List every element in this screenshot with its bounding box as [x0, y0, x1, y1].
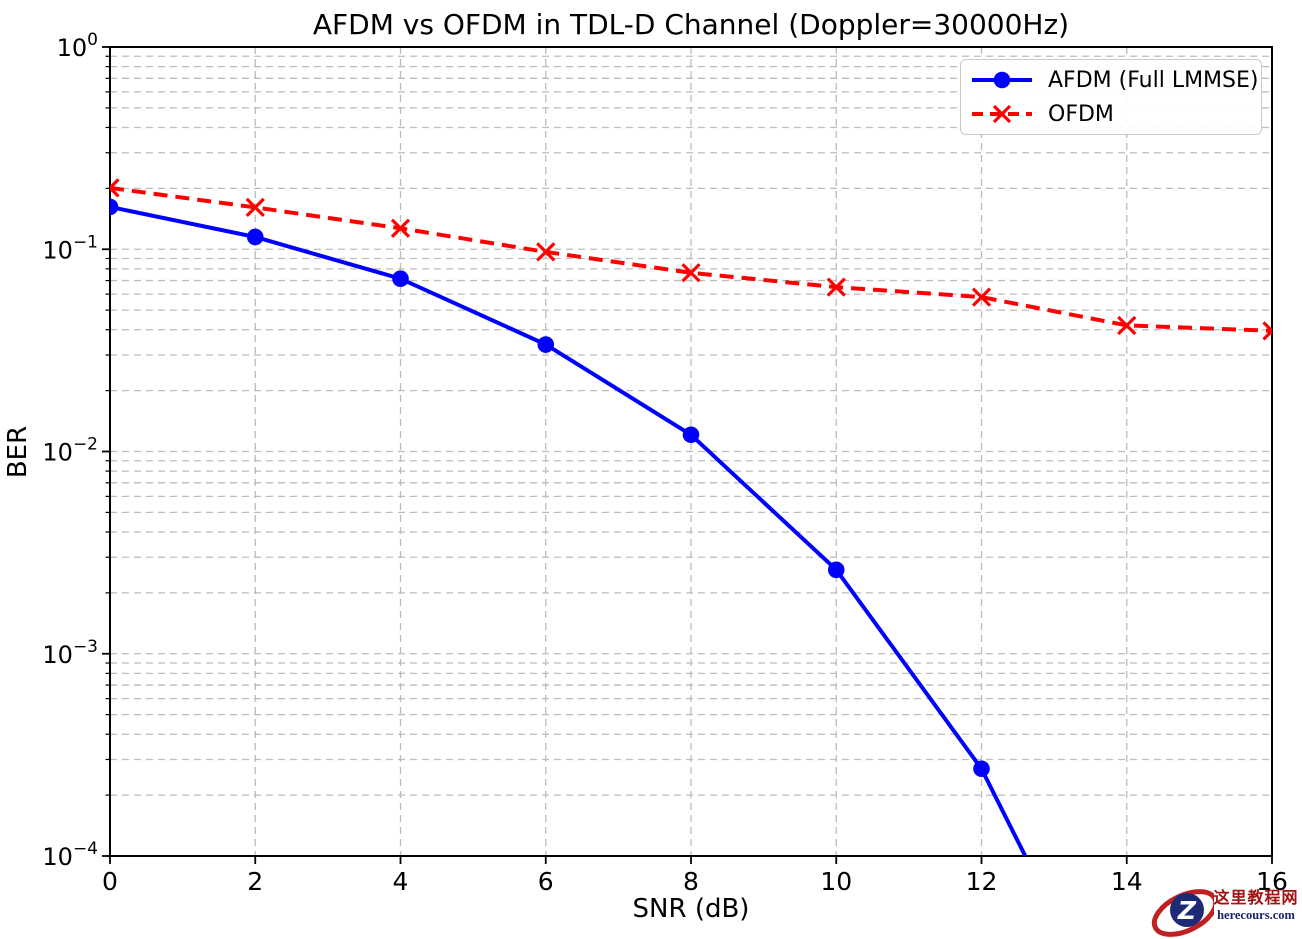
grid-lines	[109, 46, 1273, 857]
legend-line-circle-sample	[972, 71, 1032, 89]
x-tick-label: 2	[247, 867, 263, 896]
axis-ticks: 0 2 4 6 8 10 12 14 16 100 10−1 10−2 10−3 10−4	[42, 30, 1288, 896]
y-tick-label: 10−4	[42, 839, 98, 871]
y-tick-label: 10−3	[42, 637, 98, 669]
circle-marker	[827, 561, 845, 579]
x-marker	[1117, 315, 1137, 336]
watermark-letter: Z	[1177, 896, 1197, 925]
legend-sample-x	[992, 104, 1012, 124]
watermark-texts: 这里教程网 herecours.com	[1210, 887, 1302, 923]
x-tick-label: 14	[1111, 867, 1143, 896]
series-line	[110, 185, 1272, 333]
x-marker	[110, 178, 120, 191]
x-marker	[1262, 321, 1272, 334]
x-marker	[826, 277, 846, 297]
x-marker	[536, 242, 556, 262]
y-tick-label: 10−2	[42, 435, 98, 467]
x-tick-label: 16	[1256, 867, 1288, 896]
legend-item-afdm: AFDM (Full LMMSE)	[970, 63, 1261, 97]
x-tick-label: 6	[538, 867, 554, 896]
legend-label-afdm: AFDM (Full LMMSE)	[1048, 67, 1259, 93]
legend-sample-circle	[993, 71, 1011, 89]
x-tick-label: 12	[966, 867, 998, 896]
circle-marker	[246, 228, 264, 246]
watermark-logo: Z	[1151, 889, 1214, 937]
x-marker	[1262, 328, 1272, 341]
x-tick-label: 10	[820, 867, 852, 896]
x-tick-label: 8	[683, 867, 699, 896]
legend-dashed-x-sample	[972, 104, 1032, 124]
watermark-site-name: 这里教程网	[1213, 888, 1299, 907]
circle-marker	[110, 198, 119, 216]
watermark: Z 这里教程网 herecours.com	[1148, 884, 1302, 939]
legend-label-ofdm: OFDM	[1048, 101, 1114, 127]
series-afdm	[110, 198, 1028, 856]
x-axis-label: SNR (dB)	[632, 894, 750, 924]
circle-marker	[682, 426, 700, 444]
x-tick-label: 4	[393, 867, 409, 896]
watermark-circle-icon	[1170, 893, 1204, 927]
x-marker	[971, 287, 992, 307]
chart-title: AFDM vs OFDM in TDL-D Channel (Doppler=3…	[312, 8, 1070, 41]
circle-marker	[537, 336, 555, 353]
y-tick-label: 10−1	[42, 232, 98, 264]
watermark-site-url: herecours.com	[1217, 908, 1295, 922]
x-marker	[390, 218, 411, 238]
x-tick-label: 0	[102, 867, 118, 896]
legend-item-ofdm: OFDM	[970, 97, 1261, 131]
x-marker	[110, 185, 120, 198]
circle-marker	[973, 760, 990, 778]
series-line	[110, 204, 1028, 856]
x-marker	[681, 263, 701, 283]
series-ofdm	[110, 178, 1272, 341]
y-axis-label: BER	[3, 425, 33, 479]
x-marker	[245, 197, 265, 218]
legend: AFDM (Full LMMSE) OFDM	[960, 59, 1262, 135]
circle-marker	[392, 270, 409, 288]
y-tick-label: 100	[57, 30, 98, 62]
